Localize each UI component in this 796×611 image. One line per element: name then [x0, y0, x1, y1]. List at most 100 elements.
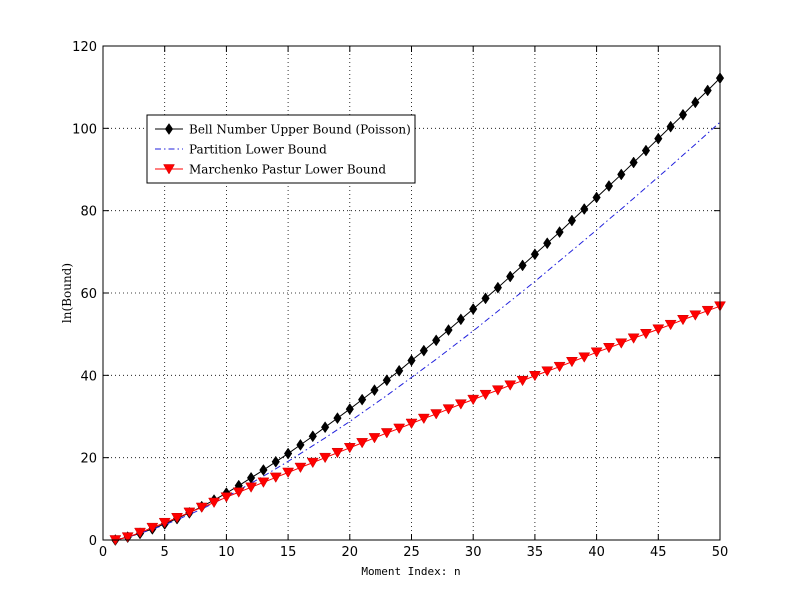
x-tick-label: 0 — [99, 545, 107, 560]
x-tick-label: 40 — [588, 545, 605, 560]
data-point — [296, 438, 305, 451]
legend-marker — [164, 123, 174, 135]
data-point — [308, 430, 317, 443]
data-point — [678, 108, 688, 121]
data-point — [283, 447, 293, 460]
series-layer — [109, 72, 726, 546]
data-point — [456, 313, 465, 326]
data-point — [454, 399, 467, 410]
data-point — [134, 527, 146, 539]
data-point — [504, 380, 517, 391]
legend-marker — [163, 164, 175, 175]
data-point — [677, 315, 689, 326]
data-point — [171, 513, 183, 524]
y-tick-label: 40 — [80, 369, 97, 384]
data-point — [528, 370, 541, 382]
x-tick-label: 30 — [465, 545, 482, 560]
data-point — [395, 364, 404, 377]
data-point — [506, 270, 515, 283]
legend: Bell Number Upper Bound (Poisson) Partiti… — [146, 114, 416, 184]
data-point — [259, 464, 268, 476]
legend-box — [146, 114, 416, 184]
data-point — [158, 517, 171, 529]
data-point — [664, 319, 677, 331]
data-point — [516, 375, 529, 387]
x-tick-label: 15 — [280, 545, 297, 560]
data-point — [331, 447, 344, 459]
legend-entry: Marchenko Pastur Lower Bound — [155, 163, 386, 177]
x-tick-label: 20 — [342, 545, 359, 560]
data-point — [493, 281, 502, 294]
data-point — [319, 452, 332, 464]
data-point — [654, 132, 663, 145]
data-point — [121, 532, 134, 543]
data-point — [640, 329, 652, 340]
data-point — [567, 214, 577, 227]
y-tick-label: 120 — [72, 40, 97, 55]
data-point — [479, 389, 492, 401]
x-tick-label: 45 — [650, 545, 667, 560]
data-point — [467, 394, 480, 406]
data-point — [604, 180, 614, 192]
data-point — [146, 522, 159, 534]
data-point — [282, 467, 295, 478]
data-point — [306, 457, 319, 469]
x-axis-label: Moment Index: n — [361, 565, 460, 578]
data-point — [358, 393, 367, 406]
data-point — [271, 455, 280, 468]
y-tick-label: 0 — [89, 534, 97, 549]
data-point — [565, 356, 578, 368]
data-point — [578, 352, 591, 363]
series-2 — [109, 301, 726, 546]
data-point — [257, 477, 270, 488]
data-point — [195, 502, 208, 513]
data-point — [469, 303, 478, 315]
data-point — [232, 487, 245, 498]
data-point — [220, 492, 233, 503]
data-point — [430, 409, 443, 420]
x-tick-label: 25 — [403, 545, 420, 560]
x-tick-label: 50 — [712, 545, 729, 560]
data-point — [691, 96, 700, 109]
data-point — [617, 168, 626, 181]
data-point — [627, 333, 640, 344]
legend-entry: Partition Lower Bound — [155, 143, 327, 157]
x-tick-label: 10 — [218, 545, 235, 560]
data-point — [333, 412, 342, 425]
data-point — [652, 324, 665, 335]
data-point — [356, 438, 369, 449]
data-point — [405, 418, 418, 429]
data-point — [481, 292, 490, 305]
data-point — [269, 472, 282, 483]
data-point — [615, 338, 628, 349]
y-tick-label: 80 — [80, 205, 97, 220]
y-tick-label: 20 — [80, 452, 97, 467]
data-point — [417, 413, 430, 425]
data-point — [603, 343, 615, 354]
data-point — [530, 248, 540, 261]
data-point — [343, 443, 356, 454]
data-point — [442, 404, 455, 415]
data-point — [689, 310, 702, 321]
data-point — [345, 403, 354, 416]
data-point — [703, 84, 712, 97]
data-point — [208, 497, 220, 509]
legend-label: Marchenko Pastur Lower Bound — [189, 163, 386, 177]
data-point — [580, 203, 589, 215]
data-point — [183, 507, 196, 518]
data-point — [407, 354, 416, 367]
legend-entry: Bell Number Upper Bound (Poisson) — [155, 123, 411, 137]
data-point — [382, 374, 391, 387]
data-point — [543, 237, 552, 250]
data-point — [380, 428, 393, 439]
x-tick-label: 5 — [161, 545, 169, 560]
data-point — [294, 462, 307, 474]
data-point — [393, 423, 406, 434]
data-point — [629, 156, 638, 169]
y-axis-label: ln(Bound) — [60, 263, 74, 323]
data-point — [701, 305, 714, 317]
legend-label: Bell Number Upper Bound (Poisson) — [189, 123, 411, 137]
data-point — [541, 366, 554, 377]
